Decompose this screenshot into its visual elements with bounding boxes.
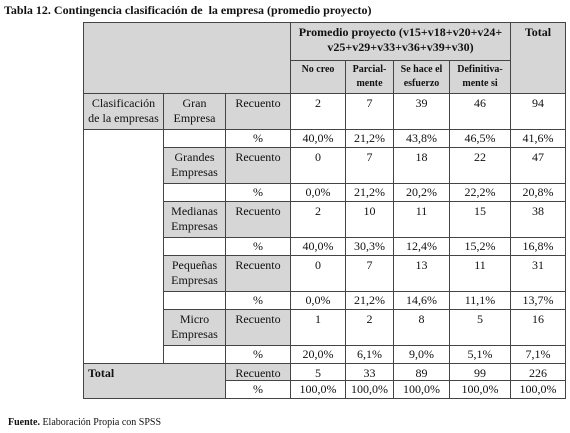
value-cell: 226 xyxy=(510,363,566,381)
value-cell: 0 xyxy=(290,255,346,292)
value-cell: 46,5% xyxy=(449,129,511,148)
value-cell: 100,0% xyxy=(449,380,511,399)
value-cell: 16,8% xyxy=(510,237,566,256)
value-cell: 0 xyxy=(290,147,346,184)
value-cell: 22 xyxy=(449,147,511,184)
value-cell: 94 xyxy=(510,93,566,130)
value-cell: 40,0% xyxy=(290,129,346,148)
group-label-blank xyxy=(163,129,226,148)
value-cell: 15 xyxy=(449,201,511,238)
value-cell: 100,0% xyxy=(345,380,394,399)
group-label-blank xyxy=(163,345,226,364)
measure-label: % xyxy=(225,380,291,399)
measure-label: Recuento xyxy=(225,309,291,346)
value-cell: 0,0% xyxy=(290,183,346,202)
value-cell: 13,7% xyxy=(510,291,566,310)
measure-label: Recuento xyxy=(225,147,291,184)
measure-label: Recuento xyxy=(225,255,291,292)
value-cell: 43,8% xyxy=(393,129,450,148)
column-header: Se hace el esfuerzo xyxy=(393,60,450,94)
measure-label: Recuento xyxy=(225,93,291,130)
value-cell: 7,1% xyxy=(510,345,566,364)
value-cell: 5 xyxy=(449,309,511,346)
value-cell: 1 xyxy=(290,309,346,346)
value-cell: 33 xyxy=(345,363,394,381)
value-cell: 30,3% xyxy=(345,237,394,256)
value-cell: 6,1% xyxy=(345,345,394,364)
group-header: Promedio proyecto (v15+v18+v20+v24+ v25+… xyxy=(290,22,511,61)
value-cell: 15,2% xyxy=(449,237,511,256)
value-cell: 11 xyxy=(449,255,511,292)
value-cell: 7 xyxy=(345,93,394,130)
value-cell: 2 xyxy=(290,201,346,238)
measure-label: % xyxy=(225,237,291,256)
measure-label: % xyxy=(225,129,291,148)
source-note: Fuente. Elaboración Propia con SPSS xyxy=(8,417,161,428)
group-label: Grandes Empresas xyxy=(163,147,226,184)
value-cell: 5 xyxy=(290,363,346,381)
value-cell: 39 xyxy=(393,93,450,130)
column-header: No creo xyxy=(290,60,346,94)
value-cell: 21,2% xyxy=(345,129,394,148)
value-cell: 20,0% xyxy=(290,345,346,364)
value-cell: 100,0% xyxy=(393,380,450,399)
value-cell: 12,4% xyxy=(393,237,450,256)
value-cell: 2 xyxy=(345,309,394,346)
value-cell: 16 xyxy=(510,309,566,346)
value-cell: 7 xyxy=(345,255,394,292)
value-cell: 41,6% xyxy=(510,129,566,148)
value-cell: 2 xyxy=(290,93,346,130)
source-label: Fuente. xyxy=(8,417,40,428)
value-cell: 0,0% xyxy=(290,291,346,310)
value-cell: 40,0% xyxy=(290,237,346,256)
source-text: Elaboración Propia con SPSS xyxy=(42,417,162,428)
value-cell: 9,0% xyxy=(393,345,450,364)
row-group-label: Clasificación de la empresas xyxy=(83,93,164,130)
group-label: Micro Empresas xyxy=(163,309,226,346)
value-cell: 31 xyxy=(510,255,566,292)
row-group-blank xyxy=(83,129,164,364)
value-cell: 21,2% xyxy=(345,183,394,202)
measure-label: Recuento xyxy=(225,201,291,238)
measure-label: Recuento xyxy=(225,363,291,381)
value-cell: 13 xyxy=(393,255,450,292)
column-header: Definitiva- mente si xyxy=(449,60,511,94)
value-cell: 11,1% xyxy=(449,291,511,310)
total-header: Total xyxy=(510,22,566,94)
group-label-blank xyxy=(163,237,226,256)
value-cell: 11 xyxy=(393,201,450,238)
value-cell: 22,2% xyxy=(449,183,511,202)
measure-label: % xyxy=(225,183,291,202)
value-cell: 7 xyxy=(345,147,394,184)
group-label-blank xyxy=(163,291,226,310)
column-header: Parcial- mente xyxy=(345,60,394,94)
header-blank xyxy=(83,22,291,94)
measure-label: % xyxy=(225,345,291,364)
value-cell: 14,6% xyxy=(393,291,450,310)
value-cell: 47 xyxy=(510,147,566,184)
value-cell: 5,1% xyxy=(449,345,511,364)
value-cell: 100,0% xyxy=(510,380,566,399)
value-cell: 46 xyxy=(449,93,511,130)
value-cell: 8 xyxy=(393,309,450,346)
group-label-blank xyxy=(163,183,226,202)
group-label: Gran Empresa xyxy=(163,93,226,130)
value-cell: 21,2% xyxy=(345,291,394,310)
value-cell: 99 xyxy=(449,363,511,381)
value-cell: 18 xyxy=(393,147,450,184)
value-cell: 20,8% xyxy=(510,183,566,202)
measure-label: % xyxy=(225,291,291,310)
group-label: Medianas Empresas xyxy=(163,201,226,238)
value-cell: 89 xyxy=(393,363,450,381)
value-cell: 10 xyxy=(345,201,394,238)
value-cell: 38 xyxy=(510,201,566,238)
value-cell: 20,2% xyxy=(393,183,450,202)
group-label: Pequeñas Empresas xyxy=(163,255,226,292)
value-cell: 100,0% xyxy=(290,380,346,399)
table-title: Tabla 12. Contingencia clasificación de … xyxy=(4,3,372,17)
total-label: Total xyxy=(83,363,226,399)
